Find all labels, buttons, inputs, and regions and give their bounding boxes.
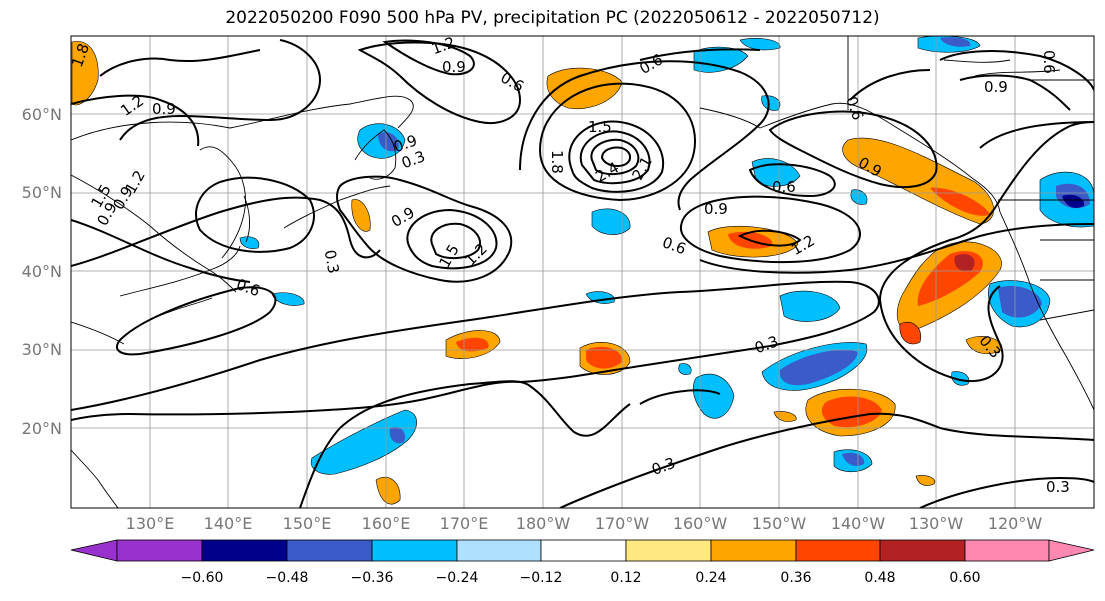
- colorbar-segment: [371, 539, 458, 562]
- coastlines: [71, 36, 1094, 508]
- lon-label: 170°E: [439, 514, 489, 533]
- colorbar-segment: [201, 539, 288, 562]
- colorbar-segment: [879, 539, 966, 562]
- precip-negative-region: [761, 95, 781, 111]
- colorbar-segment: [286, 539, 373, 562]
- precip-negative-region: [389, 426, 406, 444]
- colorbar-segment: [964, 539, 1050, 562]
- precip-negative-region: [239, 236, 260, 249]
- contour-label: 0.3: [321, 248, 343, 275]
- contour-label: 1.5: [588, 118, 612, 136]
- precip-negative-region: [591, 208, 631, 235]
- lon-label: 130°W: [908, 514, 964, 533]
- precip-negative-region: [940, 37, 971, 47]
- colorbar-segment: [625, 539, 712, 562]
- colorbar-upper-extension: [1048, 539, 1095, 562]
- precip-positive-region: [586, 346, 623, 369]
- lon-label: 130°E: [125, 514, 175, 533]
- colorbar-tick-label: 0.12: [610, 570, 642, 586]
- precip-shading: [71, 36, 1094, 505]
- precip-negative-region: [692, 373, 735, 419]
- contour-label: 0.6: [772, 178, 796, 196]
- precip-negative-region: [739, 38, 781, 51]
- colorbar-segment: [795, 539, 881, 562]
- colorbar-tick-label: −0.60: [180, 570, 224, 586]
- contour-label: 0.9: [442, 58, 466, 76]
- colorbar-tick-label: −0.24: [435, 570, 479, 586]
- precip-negative-region: [310, 409, 417, 475]
- colorbar-tick-label: −0.12: [519, 570, 563, 586]
- contour-label: 0.3: [1046, 478, 1070, 496]
- lon-label: 120°W: [987, 514, 1043, 533]
- precip-positive-region: [375, 476, 401, 505]
- precip-negative-region: [779, 349, 858, 386]
- contour-label: 0.9: [152, 100, 176, 118]
- lon-label: 150°E: [282, 514, 332, 533]
- precip-positive-region: [773, 411, 797, 422]
- colorbar-tick-label: −0.48: [265, 570, 309, 586]
- contour-label: 0.9: [984, 78, 1008, 96]
- colorbar-lower-extension: [70, 539, 118, 562]
- lat-label: 20°N: [21, 419, 62, 438]
- colorbar-tick-label: 0.48: [864, 570, 896, 586]
- precip-negative-region: [1062, 194, 1085, 208]
- lon-label: 160°W: [672, 514, 728, 533]
- colorbar-tick-label: 0.36: [780, 570, 812, 586]
- colorbar-tick-label: 0.60: [949, 570, 981, 586]
- precip-negative-region: [998, 285, 1042, 318]
- pv-contours: [71, 39, 1094, 508]
- precip-negative-region: [951, 371, 970, 386]
- colorbar-segment: [116, 539, 203, 562]
- contour-label: 1.2: [429, 33, 458, 58]
- colorbar-tick-label: −0.36: [350, 570, 394, 586]
- contour-label: 1.8: [548, 150, 566, 174]
- colorbar-tick-label: 0.24: [695, 570, 727, 586]
- colorbar-segment: [540, 539, 627, 562]
- lon-label: 140°W: [830, 514, 886, 533]
- colorbar-segment: [710, 539, 797, 562]
- precip-positive-region: [899, 322, 922, 345]
- precip-negative-region: [779, 290, 841, 322]
- lat-label: 60°N: [21, 105, 62, 124]
- lon-label: 140°E: [203, 514, 253, 533]
- lon-label: 160°E: [361, 514, 411, 533]
- precip-positive-region: [71, 41, 99, 106]
- lat-label: 50°N: [21, 183, 62, 202]
- lon-label: 180°W: [515, 514, 571, 533]
- map-frame: [70, 35, 1095, 509]
- precip-positive-region: [351, 199, 371, 232]
- precip-negative-region: [693, 46, 749, 73]
- contour-label: 0.9: [704, 200, 728, 218]
- lat-label: 30°N: [21, 340, 62, 359]
- graticule: [71, 36, 1094, 508]
- precip-negative-region: [271, 292, 305, 306]
- map-title: 2022050200 F090 500 hPa PV, precipitatio…: [225, 8, 880, 28]
- colorbar-segment: [456, 539, 542, 562]
- precip-positive-region: [546, 67, 623, 110]
- lon-label: 170°W: [594, 514, 650, 533]
- precip-positive-region: [915, 475, 936, 486]
- lat-label: 40°N: [21, 262, 62, 281]
- precip-positive-region: [954, 253, 975, 272]
- precip-negative-region: [842, 452, 865, 466]
- contour-label: 0.6: [1040, 50, 1058, 74]
- lon-label: 150°W: [751, 514, 807, 533]
- precip-positive-region: [930, 187, 990, 216]
- colorbar: [70, 539, 1095, 562]
- precip-negative-region: [678, 363, 692, 375]
